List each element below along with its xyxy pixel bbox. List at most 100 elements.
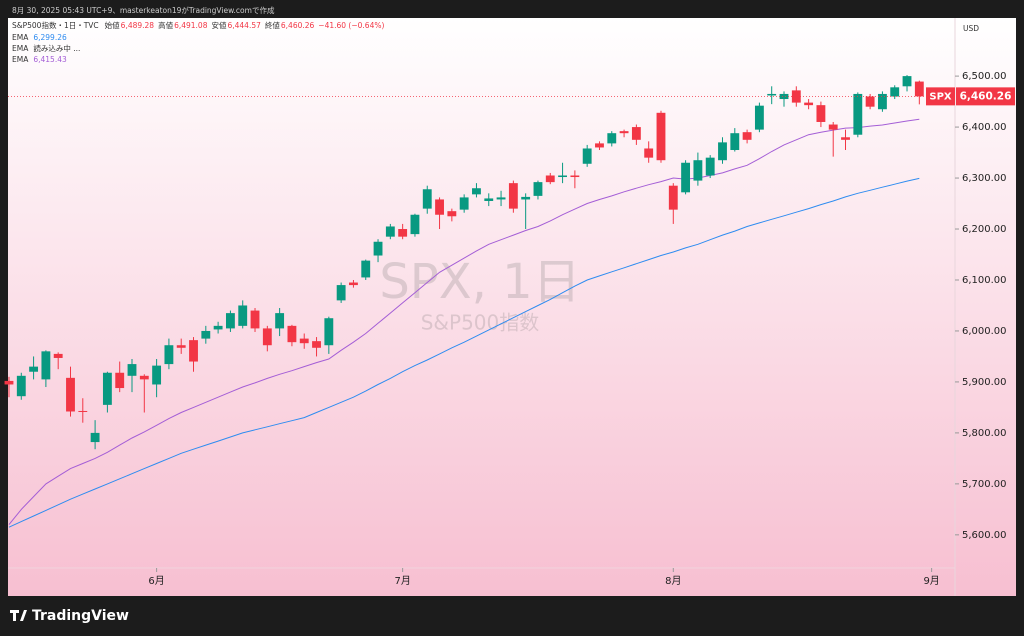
candle-body xyxy=(533,182,543,196)
candle-body xyxy=(410,214,420,235)
price-box xyxy=(956,87,1015,106)
candle-body xyxy=(767,93,777,96)
y-tick-label: 5,800.00 xyxy=(962,428,1007,439)
ohlc-value: 6,444.57 xyxy=(227,21,261,30)
candle-body xyxy=(201,330,211,339)
y-tick-label: 6,000.00 xyxy=(962,326,1007,337)
y-tick-label: 6,400.00 xyxy=(962,122,1007,133)
candle-body xyxy=(336,285,346,301)
candle-body xyxy=(730,133,740,151)
ticker-label: SPX xyxy=(929,91,952,102)
ohlc-label: 終値 xyxy=(265,20,280,30)
x-tick-label: 8月 xyxy=(665,575,681,587)
candle-body xyxy=(779,93,789,100)
candle-body xyxy=(681,162,691,193)
candle-body xyxy=(164,345,174,365)
plot-bg xyxy=(8,18,1016,596)
legend: S&P500指数・1日・TVC 始値 6,489.28 高値 6,491.08 安値 6,4… xyxy=(12,20,384,64)
x-tick-label: 7月 xyxy=(394,575,410,587)
x-tick-label: 9月 xyxy=(923,575,939,587)
candle-body xyxy=(385,226,395,237)
candle-body xyxy=(521,196,531,200)
candle-body xyxy=(890,87,900,97)
x-tick-label: 6月 xyxy=(148,575,164,587)
candle-body xyxy=(435,199,444,215)
candle-body xyxy=(816,105,826,122)
brand: TradingView xyxy=(32,608,129,624)
candle-body xyxy=(66,377,75,412)
candle-body xyxy=(78,410,88,412)
candle-body xyxy=(398,229,408,237)
candle-body xyxy=(545,175,555,183)
y-tick-label: 6,200.00 xyxy=(962,224,1007,235)
watermark: SPX, 1日 xyxy=(379,254,580,310)
ohlc-label: 安値 xyxy=(211,20,226,30)
indicator-value: 6,299.26 xyxy=(33,33,67,42)
y-tick-label: 6,100.00 xyxy=(962,275,1007,286)
price-label: 6,460.26 xyxy=(960,90,1012,102)
y-tick-label: 5,900.00 xyxy=(962,377,1007,388)
indicator-value: 6,415.43 xyxy=(33,55,67,64)
candle-body xyxy=(41,351,51,380)
candle-body xyxy=(90,432,100,443)
y-tick-label: 6,500.00 xyxy=(962,71,1007,82)
ohlc-value: 6,489.28 xyxy=(121,21,155,30)
indicator-name: EMA xyxy=(12,33,29,42)
candle-body xyxy=(213,325,223,330)
candle-body xyxy=(16,375,26,397)
candle-body xyxy=(619,131,629,134)
candle-body xyxy=(275,313,285,329)
candle-body xyxy=(422,189,432,209)
candle-body xyxy=(607,133,617,144)
candle-body xyxy=(53,353,63,358)
indicator-name: EMA xyxy=(12,44,29,53)
indicator-status: 読み込み中 ... xyxy=(33,43,80,53)
candle-body xyxy=(459,197,469,210)
ema-line xyxy=(8,118,920,525)
candle-body xyxy=(472,188,481,195)
candle-body xyxy=(127,364,137,376)
candle-body xyxy=(225,313,235,329)
candle-body xyxy=(693,160,703,181)
candle-body xyxy=(902,76,912,87)
candle-body xyxy=(914,81,924,97)
currency: USD xyxy=(963,24,979,33)
ohlc-value: 6,460.26 xyxy=(281,21,315,30)
candle-body xyxy=(4,380,14,385)
candle-body xyxy=(152,365,162,385)
candle-body xyxy=(841,137,850,140)
ohlc-value: 6,491.08 xyxy=(174,21,208,30)
ohlc-label: 始値 xyxy=(105,20,120,30)
candle-body xyxy=(828,124,838,130)
candle-body xyxy=(262,328,272,346)
candle-body xyxy=(373,241,383,256)
candle-body xyxy=(496,197,506,200)
candle-body xyxy=(484,198,494,201)
candle-body xyxy=(754,105,764,130)
candle-body xyxy=(176,345,186,348)
brand-logo xyxy=(10,610,27,621)
candle-body xyxy=(139,375,149,380)
candle-body xyxy=(631,127,641,140)
candle-body xyxy=(595,143,604,148)
candle-body xyxy=(115,372,125,389)
candle-body xyxy=(582,148,592,164)
candle-body xyxy=(853,93,863,135)
candle-body xyxy=(349,282,358,286)
candle-body xyxy=(877,93,887,110)
candle-body xyxy=(299,338,309,344)
candle-body xyxy=(804,102,814,106)
y-tick-label: 5,700.00 xyxy=(962,479,1007,490)
candle-body xyxy=(508,183,518,209)
candle-body xyxy=(312,341,321,348)
candle-body xyxy=(644,148,654,158)
candle-body xyxy=(238,305,248,326)
candle-body xyxy=(102,372,112,405)
candle-body xyxy=(361,260,371,278)
candle-body xyxy=(447,211,457,217)
candle-body xyxy=(558,175,567,178)
ohlc-label: 高値 xyxy=(158,20,173,30)
candle-body xyxy=(29,366,39,372)
candle-body xyxy=(668,185,678,210)
